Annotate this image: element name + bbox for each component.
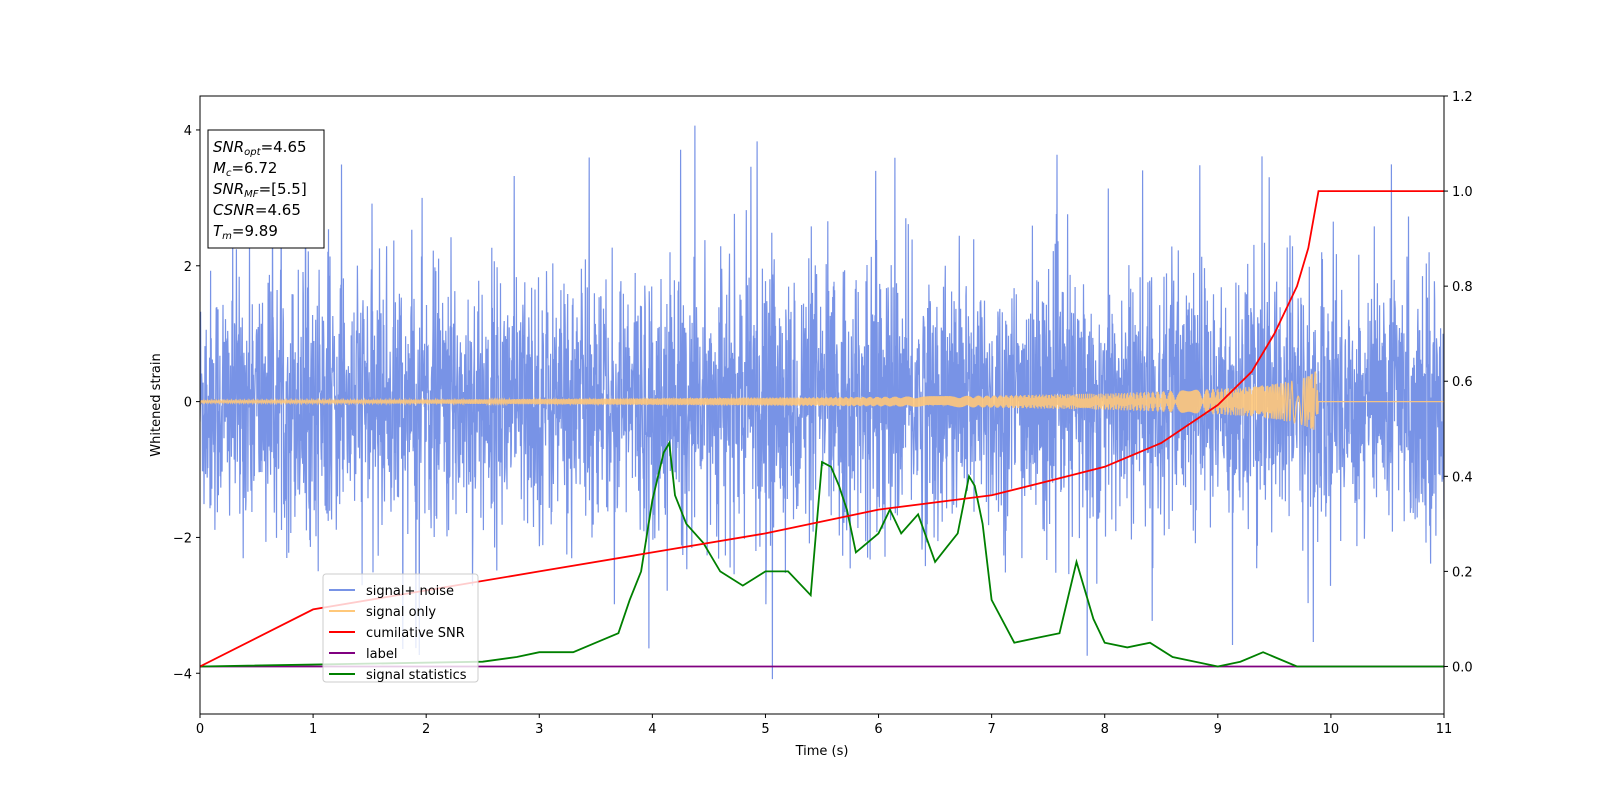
x-tick-label: 5 (761, 722, 769, 737)
x-tick-label: 1 (309, 722, 317, 737)
legend-label: cumilative SNR (366, 626, 465, 641)
y-right-tick-label: 1.0 (1452, 185, 1473, 200)
y-right-tick-label: 0.0 (1452, 660, 1473, 675)
legend: signal+ noise signal only cumilative SNR la… (322, 573, 479, 683)
x-tick-label: 7 (987, 722, 995, 737)
series-cumulative-snr-line (200, 190, 1444, 668)
legend-frame (322, 573, 479, 683)
y-left-tick-label: −2 (173, 531, 192, 546)
x-tick-label: 2 (422, 722, 430, 737)
plot-frame (199, 95, 1445, 715)
y-right-tick-label: 1.2 (1452, 90, 1473, 105)
info-line: Tm=9.89 (213, 222, 278, 242)
y-left-tick-label: 4 (184, 124, 192, 139)
info-line: CSNR=4.65 (213, 201, 301, 219)
y-right-tick-label: 0.4 (1452, 470, 1473, 485)
x-tick-label: 9 (1214, 722, 1222, 737)
legend-label: signal only (366, 605, 436, 620)
x-tick-label: 3 (535, 722, 543, 737)
info-line: SNRMF=[5.5] (213, 180, 307, 200)
y-right-tick-label: 0.6 (1452, 375, 1473, 390)
x-tick-label: 8 (1101, 722, 1109, 737)
x-tick-label: 4 (648, 722, 656, 737)
x-tick-label: 10 (1323, 722, 1340, 737)
legend-label: signal+ noise (366, 584, 454, 599)
x-tick-label: 6 (874, 722, 882, 737)
info-box-frame (207, 129, 325, 249)
y-left-tick-label: 2 (184, 260, 192, 275)
info-line: Mc=6.72 (213, 159, 277, 179)
info-line: SNRopt=4.65 (213, 138, 307, 158)
legend-label: signal statistics (366, 668, 467, 683)
axes: 0 1 2 3 4 5 6 7 8 9 10 11 −4 −2 0 2 4 0.0 0.2 0.4 0.6 0.8 1.0 1… (173, 90, 1473, 737)
x-tick-label: 11 (1436, 722, 1453, 737)
y-left-tick-label: 0 (184, 396, 192, 411)
series-signal-statistics-line (200, 440, 1444, 668)
y-axis-label: Whitened strain (149, 353, 164, 456)
y-left-tick-label: −4 (173, 667, 192, 682)
series-signal-only-line (200, 371, 1444, 430)
y-right-tick-label: 0.8 (1452, 280, 1473, 295)
series-signal-noise-line (200, 125, 1444, 680)
legend-label: label (366, 647, 397, 662)
y-right-tick-label: 0.2 (1452, 565, 1473, 580)
x-tick-label: 0 (196, 722, 204, 737)
x-axis-label: Time (s) (795, 744, 849, 759)
